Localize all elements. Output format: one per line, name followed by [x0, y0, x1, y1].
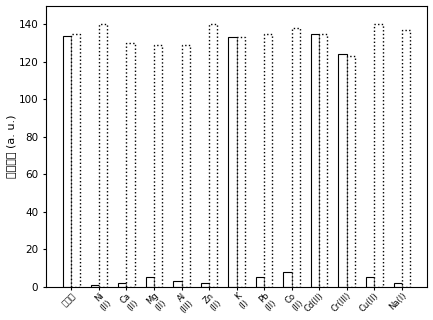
- Bar: [126, 43, 135, 287]
- Bar: [339, 54, 347, 287]
- Bar: [292, 28, 300, 287]
- Bar: [201, 283, 209, 287]
- Bar: [173, 281, 181, 287]
- Bar: [145, 277, 154, 287]
- Bar: [284, 272, 292, 287]
- Bar: [374, 24, 382, 287]
- Bar: [209, 24, 217, 287]
- Bar: [394, 283, 402, 287]
- Bar: [264, 34, 272, 287]
- Bar: [402, 30, 410, 287]
- Bar: [118, 283, 126, 287]
- Bar: [63, 36, 71, 287]
- Bar: [319, 34, 327, 287]
- Bar: [99, 24, 107, 287]
- Bar: [236, 37, 245, 287]
- Bar: [311, 34, 319, 287]
- Y-axis label: 荧强度光 (a. u.): 荧强度光 (a. u.): [6, 114, 16, 178]
- Bar: [71, 34, 80, 287]
- Bar: [90, 285, 99, 287]
- Bar: [154, 45, 162, 287]
- Bar: [181, 45, 190, 287]
- Bar: [347, 56, 355, 287]
- Bar: [256, 277, 264, 287]
- Bar: [366, 277, 374, 287]
- Bar: [228, 37, 236, 287]
